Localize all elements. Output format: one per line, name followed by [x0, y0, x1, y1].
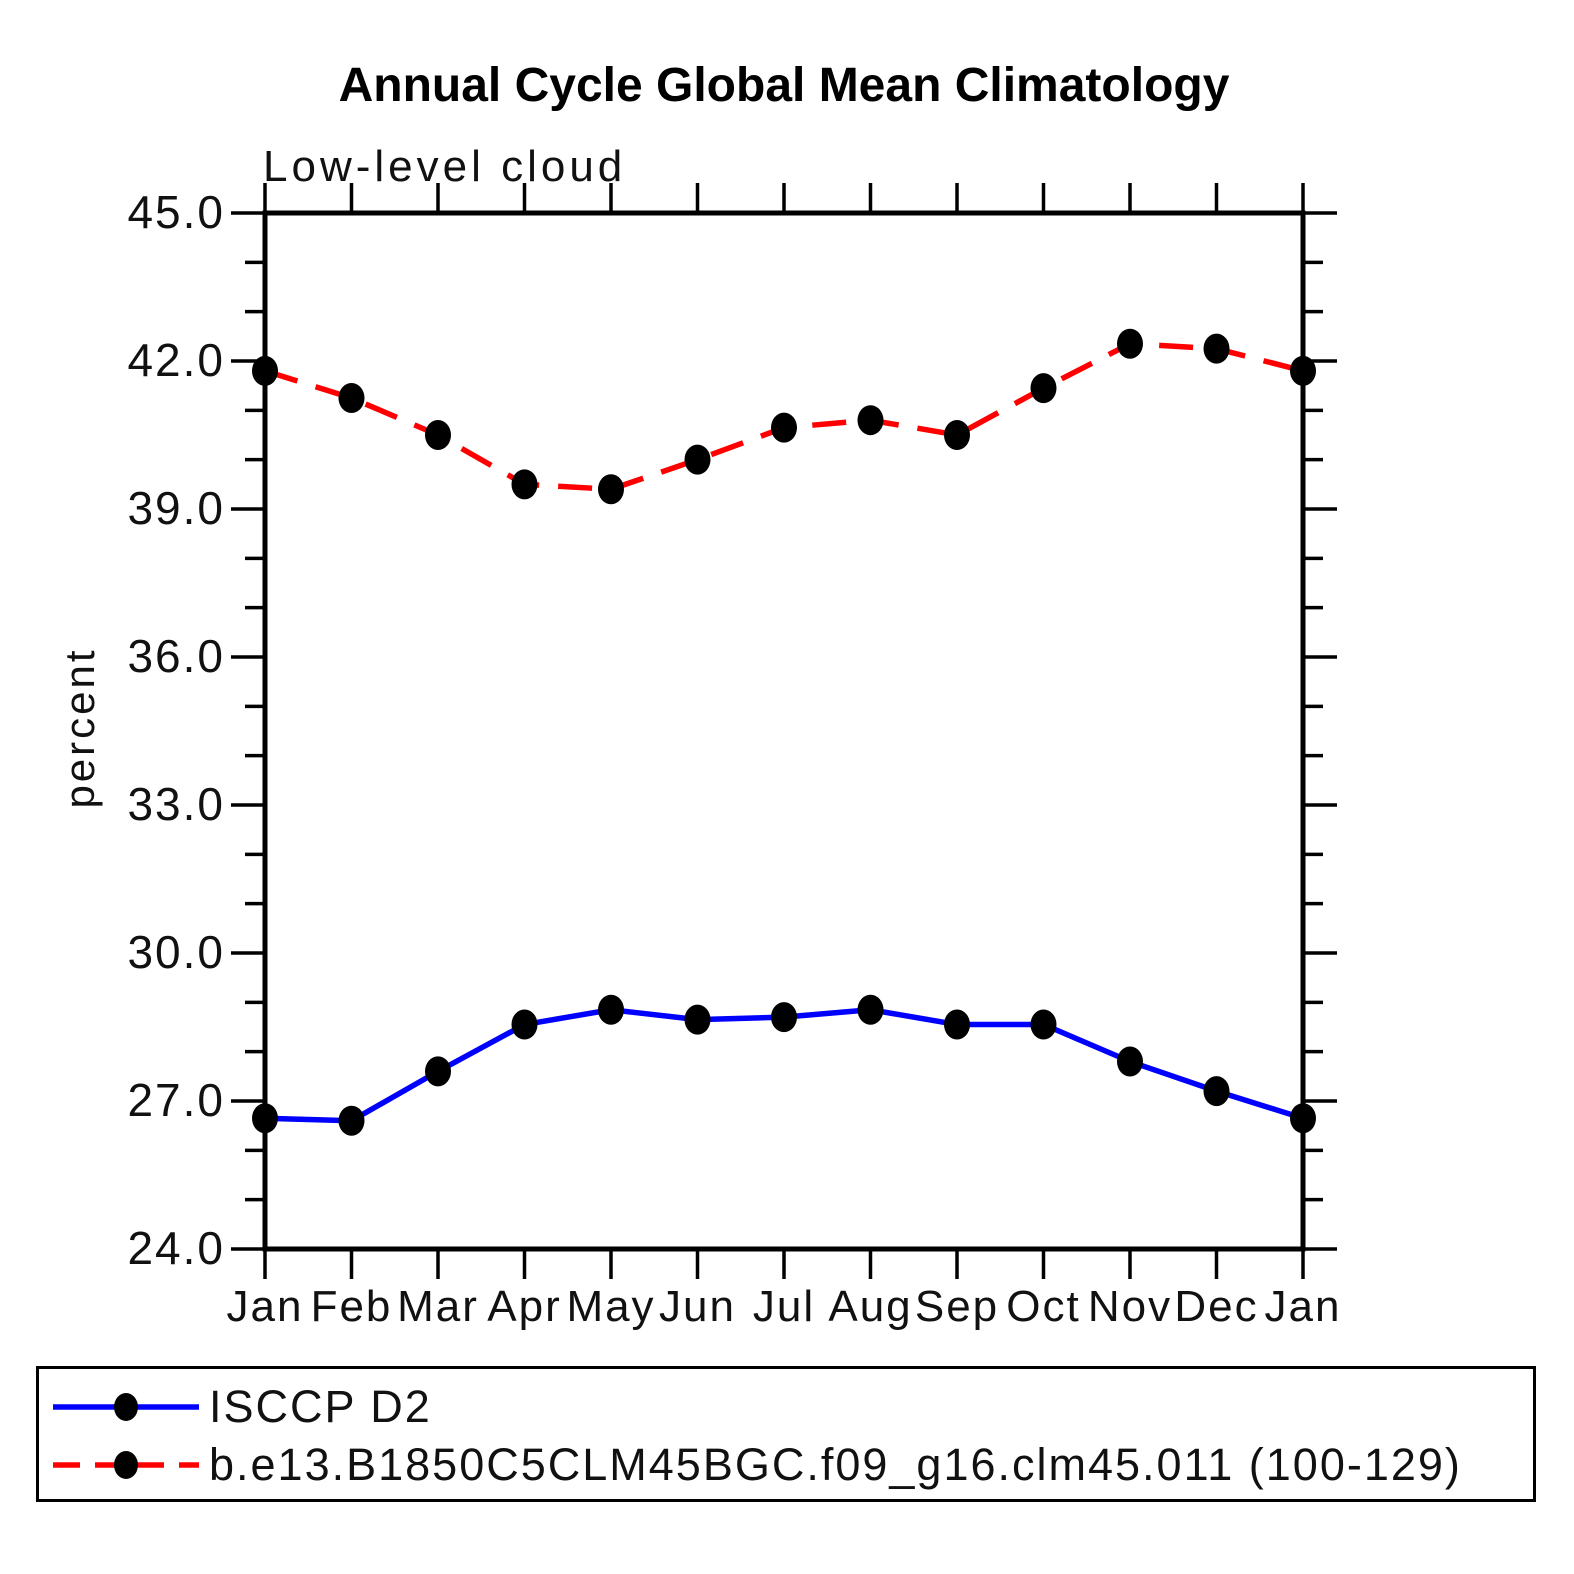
- data-point-marker-0: [944, 1009, 970, 1040]
- legend-sample-dashed-line: [53, 1451, 199, 1479]
- data-point-marker-1: [771, 412, 797, 443]
- data-point-marker-1: [1030, 373, 1057, 404]
- y-tick-label: 27.0: [127, 1074, 225, 1126]
- data-point-marker-1: [684, 444, 711, 475]
- data-point-marker-0: [1117, 1046, 1143, 1077]
- x-tick-label: Aug: [828, 1282, 912, 1331]
- data-point-marker-0: [857, 994, 884, 1025]
- legend-marker-dot: [114, 1393, 138, 1421]
- data-point-marker-1: [1203, 333, 1230, 364]
- legend-box: ISCCP D2 b.e13.B1850C5CLM45BGC.f09_g16.c…: [36, 1366, 1536, 1502]
- y-tick-label: 45.0: [127, 186, 225, 238]
- y-tick-label: 30.0: [127, 926, 225, 978]
- x-tick-label: May: [566, 1282, 655, 1331]
- data-point-marker-0: [511, 1009, 538, 1040]
- y-tick-label: 36.0: [127, 630, 225, 682]
- legend-sample-solid-line: [53, 1393, 199, 1421]
- data-point-marker-1: [1290, 355, 1316, 386]
- data-point-marker-0: [598, 994, 624, 1025]
- legend-label: b.e13.B1850C5CLM45BGC.f09_g16.clm45.011 …: [209, 1439, 1462, 1490]
- data-point-marker-1: [598, 474, 624, 505]
- data-point-marker-0: [684, 1004, 711, 1035]
- chart-subtitle: Low-level cloud: [263, 142, 627, 191]
- data-point-marker-1: [1117, 328, 1143, 359]
- y-tick-label: 42.0: [127, 334, 225, 386]
- y-tick-label: 39.0: [127, 482, 225, 534]
- legend-label: ISCCP D2: [209, 1381, 432, 1432]
- x-tick-label: Mar: [397, 1282, 479, 1331]
- plot-frame: [262, 210, 1306, 1252]
- y-tick-label: 24.0: [127, 1222, 225, 1274]
- data-point-marker-1: [425, 420, 451, 450]
- legend-marker-dot: [114, 1451, 138, 1479]
- data-point-marker-0: [1290, 1103, 1316, 1134]
- data-point-marker-0: [425, 1056, 451, 1087]
- data-point-marker-0: [252, 1103, 278, 1134]
- data-point-marker-1: [252, 355, 278, 386]
- chart-title: Annual Cycle Global Mean Climatology: [338, 59, 1230, 112]
- data-point-marker-0: [771, 1002, 797, 1033]
- x-tick-label: Jun: [659, 1282, 736, 1331]
- x-tick-label: Oct: [1006, 1282, 1080, 1331]
- data-point-marker-1: [511, 469, 538, 500]
- data-point-marker-1: [944, 420, 970, 450]
- data-point-marker-0: [1030, 1009, 1057, 1040]
- y-tick-label: 33.0: [127, 778, 225, 830]
- data-point-marker-1: [338, 383, 365, 413]
- x-tick-label: Apr: [487, 1282, 561, 1331]
- data-point-marker-0: [338, 1105, 365, 1136]
- data-point-marker-0: [1203, 1076, 1230, 1107]
- x-tick-label: Nov: [1088, 1282, 1172, 1331]
- legend-item-model: b.e13.B1850C5CLM45BGC.f09_g16.clm45.011 …: [47, 1439, 1462, 1490]
- x-tick-label: Dec: [1174, 1282, 1258, 1331]
- x-tick-label: Jan: [227, 1282, 304, 1331]
- x-tick-label: Jan: [1265, 1282, 1342, 1331]
- x-tick-label: Feb: [311, 1282, 393, 1331]
- x-tick-label: Sep: [915, 1282, 999, 1331]
- legend-item-isccp: ISCCP D2: [47, 1381, 432, 1432]
- x-tick-label: Jul: [753, 1282, 815, 1331]
- data-point-marker-1: [857, 405, 884, 436]
